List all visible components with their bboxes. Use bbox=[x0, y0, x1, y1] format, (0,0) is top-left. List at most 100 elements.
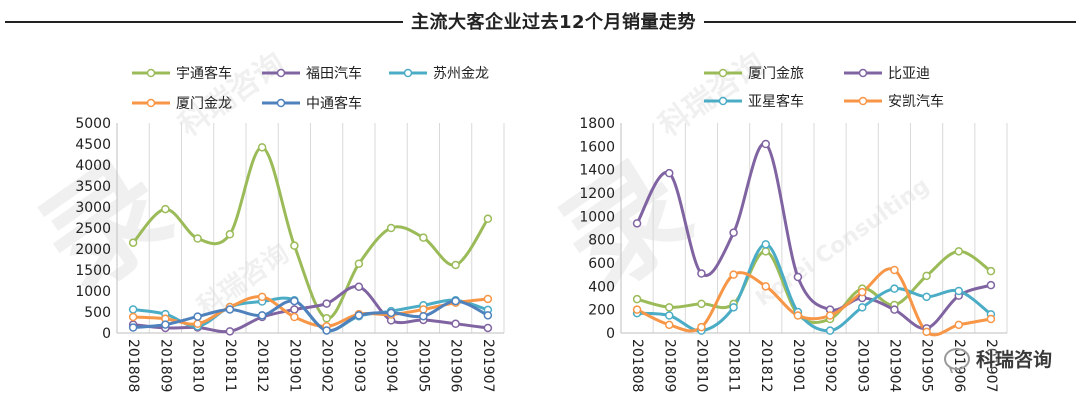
data-point bbox=[354, 259, 364, 268]
data-point bbox=[225, 230, 235, 239]
data-point bbox=[128, 323, 138, 332]
page-title: 主流大客企业过去12个月销量走势 bbox=[410, 12, 697, 33]
data-point bbox=[290, 312, 299, 322]
data-point bbox=[483, 214, 493, 224]
y-tick-label: 4000 bbox=[75, 158, 111, 174]
data-point bbox=[354, 282, 364, 292]
data-point bbox=[858, 287, 867, 297]
data-point bbox=[483, 311, 493, 320]
wechat-bubble-icon bbox=[943, 347, 970, 370]
data-point bbox=[290, 305, 299, 314]
y-tick-label: 0 bbox=[102, 326, 111, 342]
legend-marker bbox=[718, 96, 728, 106]
legend-marker bbox=[403, 68, 413, 78]
data-point bbox=[161, 320, 170, 329]
data-point bbox=[697, 299, 706, 309]
title-rule-left bbox=[5, 21, 403, 23]
legend-label: 厦门金龙 bbox=[176, 96, 232, 112]
x-tick-label: 201903 bbox=[351, 339, 367, 392]
data-point bbox=[729, 303, 738, 312]
data-point bbox=[632, 294, 642, 304]
x-tick-label: 201904 bbox=[383, 339, 399, 393]
y-tick-label: 400 bbox=[588, 279, 615, 295]
data-point bbox=[761, 240, 770, 249]
legend-label: 亚星客车 bbox=[748, 93, 804, 110]
data-point bbox=[451, 296, 460, 306]
data-point bbox=[761, 247, 770, 256]
data-point bbox=[290, 296, 299, 306]
data-point bbox=[665, 320, 674, 330]
data-point bbox=[922, 271, 931, 281]
data-point bbox=[825, 311, 835, 320]
data-point bbox=[193, 234, 202, 243]
data-point bbox=[890, 265, 899, 275]
legend-label: 宇通客车 bbox=[176, 65, 232, 82]
x-tick-label: 201905 bbox=[919, 339, 935, 392]
data-point bbox=[386, 308, 396, 318]
data-point bbox=[729, 270, 738, 279]
data-point bbox=[632, 305, 642, 314]
y-tick-label: 600 bbox=[588, 256, 615, 272]
x-tick-label: 201812 bbox=[758, 339, 774, 392]
x-tick-label: 201809 bbox=[157, 339, 173, 392]
legend-label: 中通客车 bbox=[306, 95, 362, 112]
data-point bbox=[954, 247, 963, 256]
x-tick-label: 201810 bbox=[693, 339, 709, 392]
y-tick-label: 1600 bbox=[579, 139, 615, 155]
data-point bbox=[354, 311, 364, 320]
data-point bbox=[257, 143, 267, 152]
data-point bbox=[729, 228, 738, 237]
y-tick-label: 3500 bbox=[75, 179, 111, 195]
data-point bbox=[386, 223, 396, 233]
data-point bbox=[825, 326, 835, 335]
legend-marker bbox=[146, 98, 156, 108]
data-point bbox=[128, 305, 138, 314]
data-point bbox=[665, 311, 674, 320]
watermark-logo-text: 科瑞咨询 bbox=[975, 349, 1052, 371]
y-tick-label: 4500 bbox=[75, 137, 111, 153]
y-tick-label: 200 bbox=[588, 303, 615, 319]
data-point bbox=[419, 233, 428, 242]
data-point bbox=[322, 314, 331, 323]
data-point bbox=[986, 280, 996, 290]
x-tick-label: 201901 bbox=[790, 339, 806, 392]
data-point bbox=[665, 303, 674, 312]
y-tick-label: 1500 bbox=[75, 263, 111, 279]
legend-label: 比亚迪 bbox=[888, 66, 930, 82]
data-point bbox=[225, 327, 235, 336]
data-point bbox=[793, 311, 803, 320]
x-tick-label: 201808 bbox=[125, 339, 141, 392]
legend-marker bbox=[276, 68, 286, 78]
data-point bbox=[193, 312, 202, 321]
data-point bbox=[697, 269, 706, 278]
y-tick-label: 1000 bbox=[579, 209, 615, 225]
legend-label: 安凯汽车 bbox=[888, 93, 944, 110]
y-tick-label: 1000 bbox=[75, 284, 111, 300]
legend-label: 福田汽车 bbox=[306, 65, 362, 82]
legend-marker bbox=[718, 68, 728, 78]
x-tick-label: 201903 bbox=[854, 339, 870, 392]
data-point bbox=[954, 320, 963, 330]
data-point bbox=[632, 219, 642, 228]
y-tick-label: 2500 bbox=[75, 221, 111, 237]
data-point bbox=[890, 284, 899, 293]
data-point bbox=[451, 319, 460, 329]
data-point bbox=[225, 305, 235, 314]
y-tick-label: 1200 bbox=[579, 186, 615, 202]
data-point bbox=[290, 241, 299, 250]
x-tick-label: 201901 bbox=[286, 339, 302, 392]
data-point bbox=[483, 323, 493, 333]
x-tick-label: 201808 bbox=[629, 339, 645, 392]
x-tick-label: 201902 bbox=[319, 339, 335, 392]
data-point bbox=[322, 326, 331, 335]
data-point bbox=[193, 319, 202, 329]
x-tick-label: 201907 bbox=[983, 339, 999, 392]
x-tick-label: 201904 bbox=[886, 339, 902, 393]
data-point bbox=[954, 286, 963, 296]
watermark-logo: 科瑞咨询 bbox=[943, 345, 1052, 372]
y-tick-label: 1400 bbox=[579, 163, 615, 179]
data-point bbox=[161, 204, 170, 214]
y-tick-label: 800 bbox=[588, 233, 615, 249]
data-point bbox=[451, 260, 460, 270]
